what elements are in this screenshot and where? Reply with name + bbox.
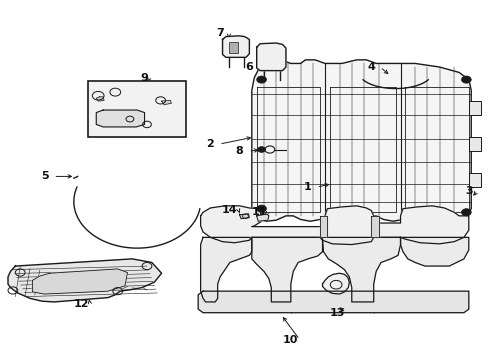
Polygon shape <box>96 97 104 101</box>
Polygon shape <box>251 60 470 221</box>
Polygon shape <box>200 237 251 302</box>
Polygon shape <box>256 214 268 221</box>
Bar <box>228 42 237 53</box>
Polygon shape <box>8 259 161 302</box>
Text: 13: 13 <box>329 308 344 318</box>
Bar <box>468 101 480 116</box>
Text: 10: 10 <box>283 334 298 345</box>
Polygon shape <box>32 269 127 294</box>
Text: 7: 7 <box>216 28 224 38</box>
Text: 6: 6 <box>245 62 253 72</box>
Circle shape <box>461 76 470 83</box>
Polygon shape <box>322 273 348 294</box>
Circle shape <box>256 76 266 83</box>
Text: 11: 11 <box>251 207 266 217</box>
Text: 8: 8 <box>235 146 243 156</box>
Text: 5: 5 <box>41 171 48 181</box>
Polygon shape <box>96 110 144 127</box>
Circle shape <box>461 209 470 216</box>
Bar <box>88 81 185 137</box>
Polygon shape <box>370 216 378 237</box>
Polygon shape <box>251 237 322 302</box>
Text: 2: 2 <box>206 139 214 149</box>
Polygon shape <box>200 206 468 244</box>
Text: 12: 12 <box>73 299 89 309</box>
Text: 14: 14 <box>222 206 237 216</box>
Text: 9: 9 <box>141 73 148 83</box>
Bar <box>468 137 480 151</box>
Circle shape <box>256 205 266 212</box>
Polygon shape <box>256 43 285 71</box>
Polygon shape <box>400 237 468 266</box>
Polygon shape <box>322 237 400 302</box>
Bar <box>468 173 480 187</box>
Text: 4: 4 <box>366 62 374 72</box>
Polygon shape <box>198 291 468 313</box>
Text: 1: 1 <box>304 182 311 192</box>
Polygon shape <box>222 36 249 57</box>
Polygon shape <box>239 214 249 219</box>
Polygon shape <box>320 216 327 237</box>
Polygon shape <box>161 100 171 105</box>
Circle shape <box>257 147 265 152</box>
Text: 3: 3 <box>464 186 471 196</box>
